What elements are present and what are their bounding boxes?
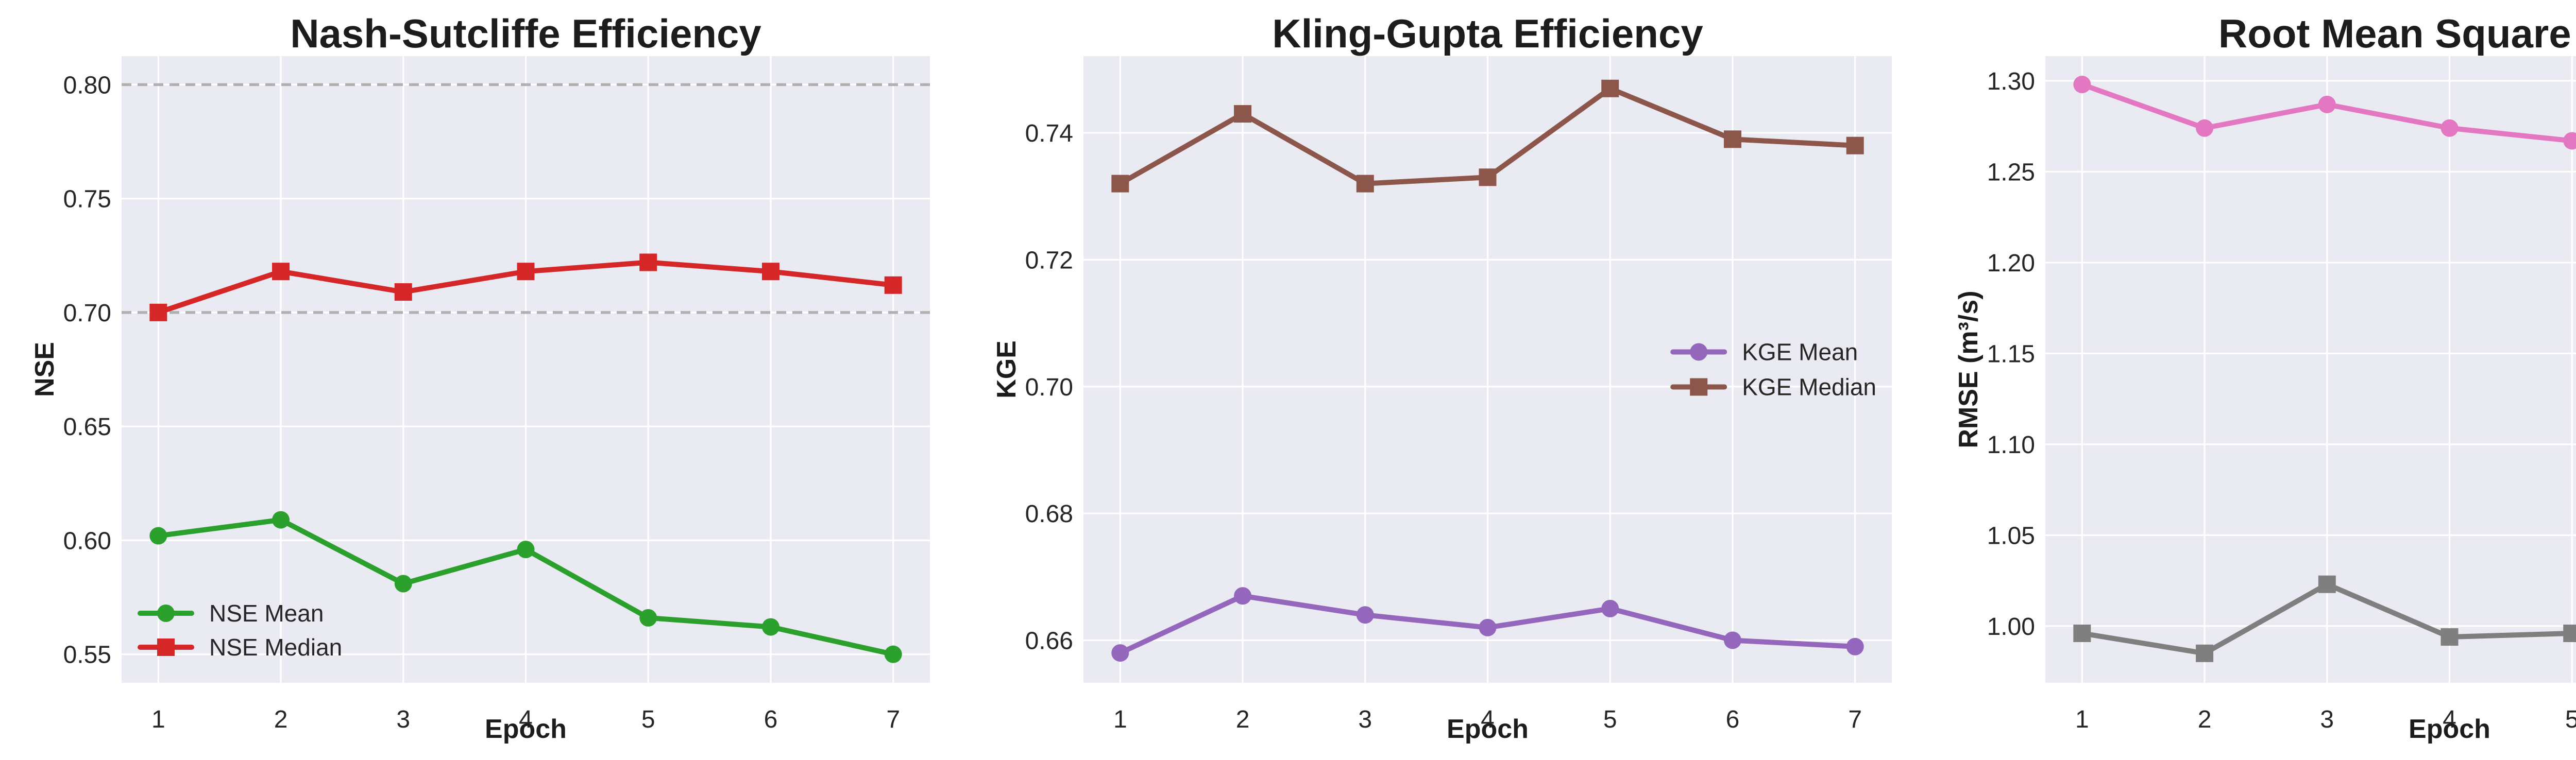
data-point (394, 283, 412, 301)
plot-area (2045, 56, 2576, 683)
y-tick-label: 1.30 (1987, 68, 2035, 95)
y-tick-label: 0.68 (1025, 500, 1073, 528)
y-tick-label: 0.70 (1025, 374, 1073, 401)
data-point (2563, 624, 2576, 642)
x-tick-label: 5 (641, 706, 655, 733)
kge-chart: 0.66 0.68 0.70 0.72 0.74 1 2 3 4 5 6 7 Epoch KGE Kling… (992, 11, 1892, 744)
data-point (1479, 618, 1497, 636)
data-point (761, 263, 779, 281)
y-tick-label: 0.80 (63, 72, 111, 99)
x-axis-label: Epoch (485, 714, 567, 744)
data-point (884, 645, 902, 663)
data-point (149, 303, 167, 321)
x-tick-label: 2 (274, 706, 288, 733)
data-point (272, 511, 290, 529)
y-tick-label: 1.00 (1987, 613, 2035, 641)
data-point (2318, 575, 2336, 593)
chart-title: Root Mean Square Error (2218, 11, 2576, 56)
data-point (1846, 136, 1864, 154)
y-tick-label: 1.05 (1987, 522, 2035, 549)
x-tick-label: 1 (1113, 706, 1127, 733)
y-tick-label: 0.75 (63, 186, 111, 213)
chart-panel-kge: 0.66 0.68 0.70 0.72 0.74 1 2 3 4 5 6 7 Epoch KGE Kling… (982, 8, 1903, 760)
data-point (2073, 624, 2091, 642)
data-point (1356, 175, 1374, 193)
data-point (1111, 644, 1129, 662)
y-tick-label: 0.65 (63, 413, 111, 441)
legend-marker (1690, 343, 1708, 361)
y-tick-label: 1.25 (1987, 159, 2035, 186)
y-tick-label: 1.10 (1987, 431, 2035, 459)
legend-label: NSE Mean (209, 600, 324, 627)
nse-chart: 0.55 0.60 0.65 0.70 0.75 0.80 1 2 3 4 5 6 7 Epoch NSE N… (30, 11, 930, 744)
legend-label: KGE Median (1742, 374, 1876, 401)
x-tick-label: 4 (519, 706, 533, 733)
data-point (884, 276, 902, 294)
legend-label: NSE Median (209, 634, 342, 661)
x-axis-label: Epoch (2409, 714, 2490, 744)
x-tick-label: 3 (2320, 706, 2334, 733)
data-point (1723, 130, 1741, 148)
legend-marker (157, 638, 175, 656)
data-point (2196, 119, 2214, 137)
data-point (2441, 628, 2459, 646)
x-tick-label: 6 (1726, 706, 1740, 733)
x-tick-label: 4 (2443, 706, 2456, 733)
data-point (517, 541, 535, 559)
data-point (1234, 105, 1252, 123)
x-tick-label: 7 (1848, 706, 1862, 733)
y-tick-label: 0.55 (63, 642, 111, 669)
data-point (1723, 631, 1741, 649)
rmse-chart: 1.001.051.101.151.201.251.301234567Epoch… (1954, 11, 2576, 744)
y-tick-label: 1.15 (1987, 340, 2035, 368)
data-point (149, 527, 167, 545)
x-tick-label: 5 (1603, 706, 1617, 733)
data-point (1356, 606, 1374, 624)
data-point (1601, 599, 1619, 617)
x-tick-label: 4 (1481, 706, 1495, 733)
x-tick-label: 2 (2198, 706, 2212, 733)
y-axis-label: RMSE (m³/s) (1954, 290, 1984, 448)
chart-panel-rmse: 1.001.051.101.151.201.251.301234567Epoch… (1944, 8, 2576, 760)
legend-marker (1690, 378, 1708, 396)
x-tick-label: 7 (886, 706, 900, 733)
y-tick-label: 0.72 (1025, 247, 1073, 274)
y-tick-label: 0.66 (1025, 627, 1073, 654)
y-axis-label: NSE (30, 342, 60, 397)
y-tick-label: 0.70 (63, 300, 111, 327)
data-point (761, 618, 779, 636)
x-tick-label: 2 (1236, 706, 1250, 733)
chart-panel-nse: 0.55 0.60 0.65 0.70 0.75 0.80 1 2 3 4 5 6 7 Epoch NSE N… (21, 8, 941, 760)
data-point (2441, 119, 2459, 137)
chart-title: Kling-Gupta Efficiency (1272, 11, 1703, 56)
data-point (2073, 76, 2091, 94)
x-tick-label: 1 (151, 706, 165, 733)
x-tick-label: 5 (2565, 706, 2576, 733)
legend-marker (157, 604, 175, 622)
y-tick-label: 0.74 (1025, 120, 1073, 147)
x-axis-label: Epoch (1447, 714, 1529, 744)
data-point (1601, 79, 1619, 97)
x-tick-label: 3 (396, 706, 410, 733)
data-point (2563, 132, 2576, 150)
y-axis-label: KGE (992, 340, 1022, 399)
data-point (517, 263, 535, 281)
y-tick-label: 0.60 (63, 527, 111, 555)
data-point (639, 609, 657, 627)
x-tick-label: 6 (764, 706, 778, 733)
chart-title: Nash-Sutcliffe Efficiency (290, 11, 761, 56)
data-point (1479, 168, 1497, 186)
data-point (639, 253, 657, 271)
data-point (1846, 637, 1864, 655)
data-point (1234, 587, 1252, 605)
x-tick-label: 3 (1358, 706, 1372, 733)
data-point (394, 575, 412, 593)
data-point (272, 263, 290, 281)
data-point (2318, 95, 2336, 113)
data-point (1111, 175, 1129, 193)
x-tick-label: 1 (2075, 706, 2089, 733)
data-point (2196, 644, 2214, 662)
legend-label: KGE Mean (1742, 339, 1858, 366)
y-tick-label: 1.20 (1987, 250, 2035, 277)
